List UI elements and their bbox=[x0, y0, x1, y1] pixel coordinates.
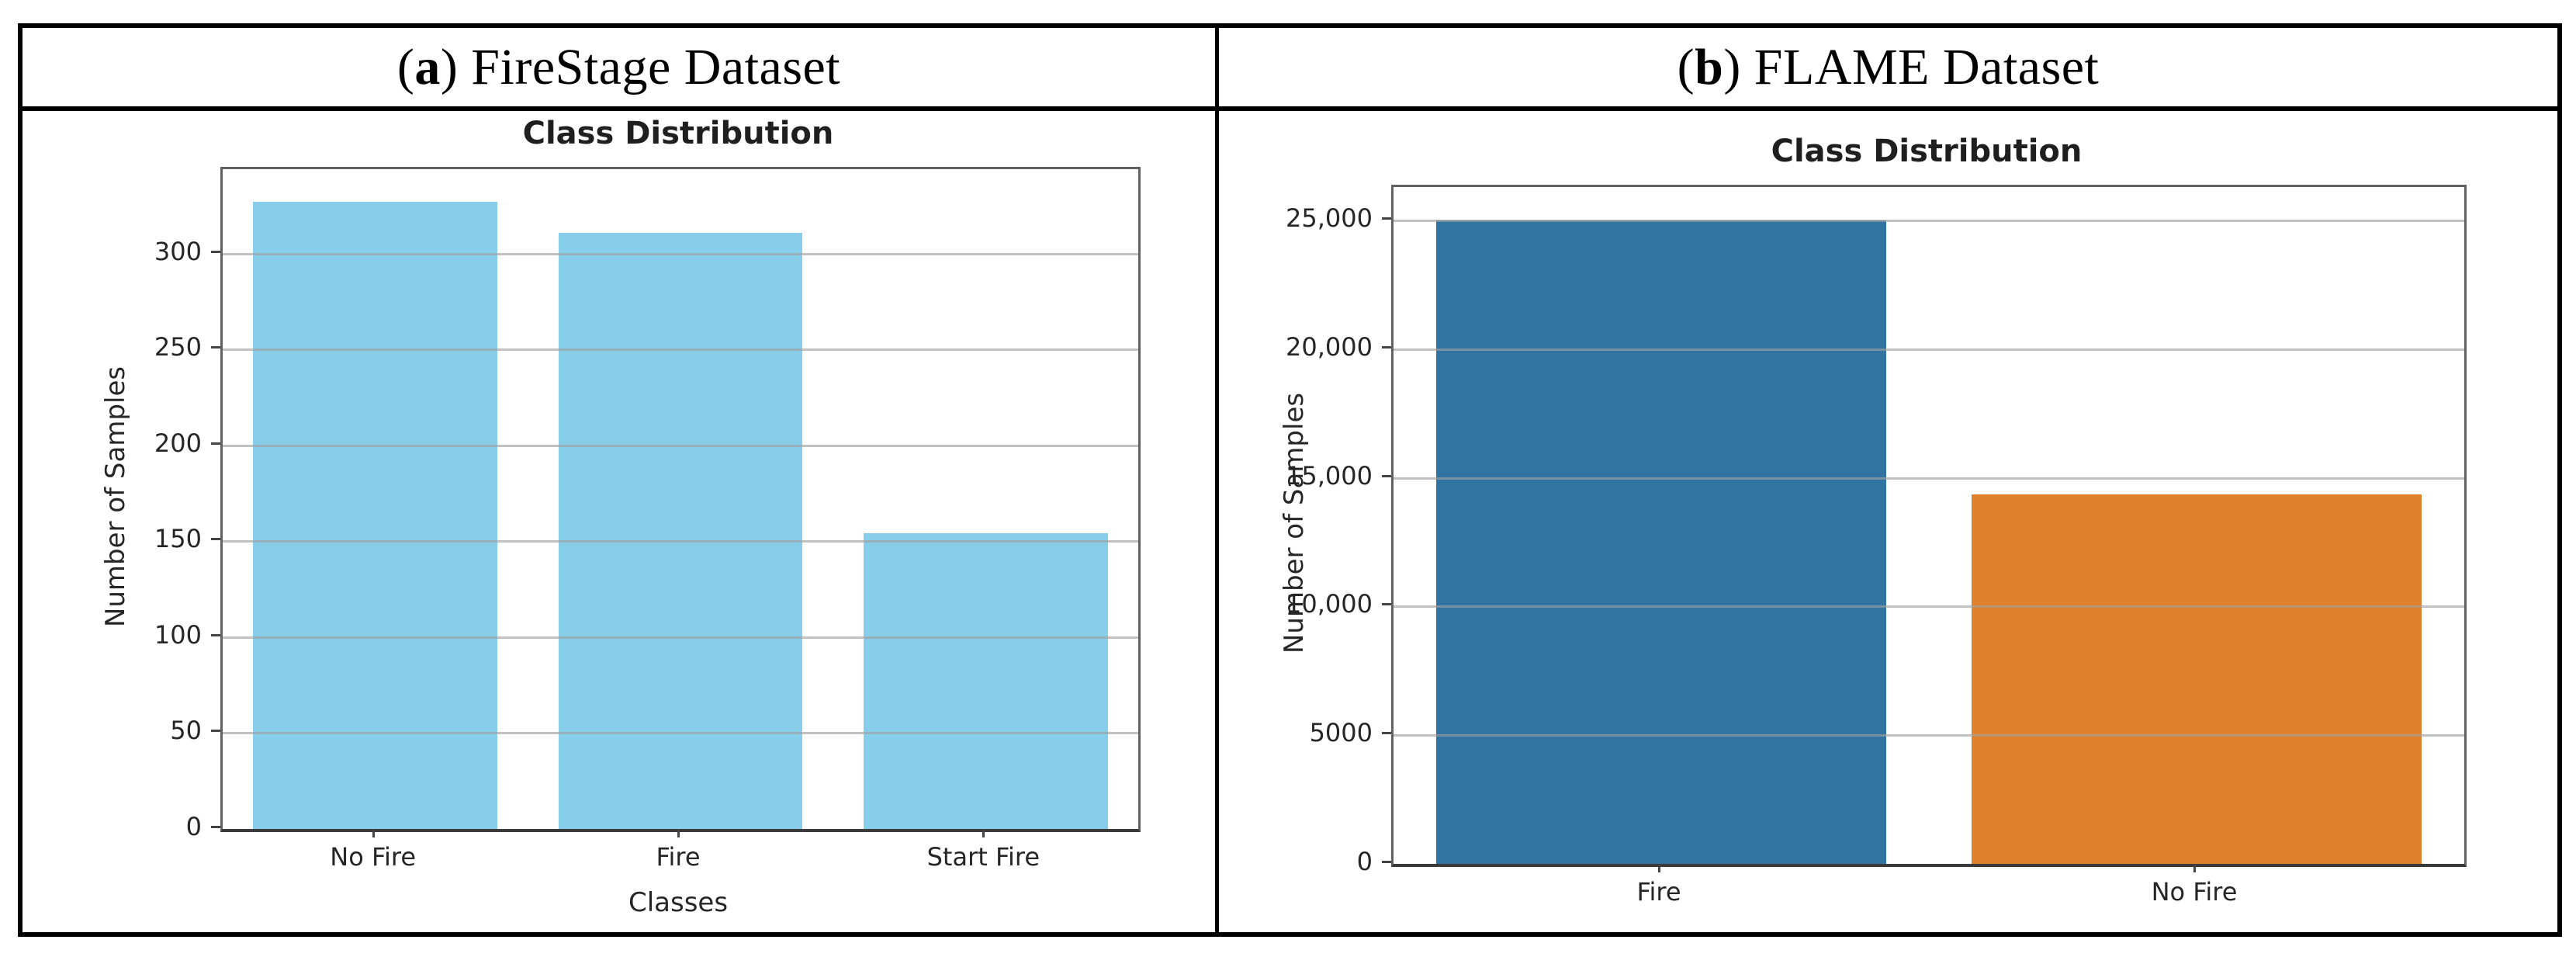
panel-b-body: Class Distribution Number of Samples Fire N… bbox=[1219, 111, 2557, 932]
panel-a-header: (a) FireStage Dataset bbox=[23, 28, 1215, 106]
gridline-100 bbox=[223, 636, 1138, 639]
flame-class-distribution-chart: Class Distribution Number of Samples Fire N… bbox=[1219, 111, 2557, 932]
panel-a-letter: a bbox=[414, 38, 441, 95]
y-tick-label: 15,000 bbox=[1286, 460, 1373, 491]
y-tick-mark bbox=[211, 346, 220, 349]
panel-b-header: (b) FLAME Dataset bbox=[1219, 28, 2557, 106]
chart-title: Class Distribution bbox=[1771, 133, 2083, 169]
gridline-300 bbox=[223, 252, 1138, 255]
y-tick-label: 10,000 bbox=[1286, 589, 1373, 619]
gridline-250 bbox=[223, 348, 1138, 352]
gridline-25000 bbox=[1394, 220, 2464, 223]
gridline-50 bbox=[223, 732, 1138, 735]
x-tick-mark bbox=[982, 830, 985, 837]
plot-area bbox=[1391, 185, 2467, 867]
y-tick-mark bbox=[1382, 474, 1391, 477]
gridline-5000 bbox=[1394, 734, 2464, 737]
table-header-separator-right bbox=[1219, 106, 2557, 111]
gridline-200 bbox=[223, 444, 1138, 447]
chart-title: Class Distribution bbox=[522, 116, 834, 151]
table-vertical-divider bbox=[1215, 28, 1219, 932]
y-tick-label: 300 bbox=[154, 236, 202, 266]
y-tick-mark bbox=[1382, 345, 1391, 348]
y-tick-label: 100 bbox=[154, 619, 202, 650]
y-tick-label: 200 bbox=[154, 428, 202, 458]
x-tick-mark bbox=[2193, 865, 2196, 872]
y-tick-mark bbox=[211, 250, 220, 253]
bar-start-fire bbox=[864, 533, 1108, 829]
y-tick-mark bbox=[1382, 603, 1391, 606]
x-tick-mark bbox=[677, 830, 680, 837]
bar-fire bbox=[1436, 220, 1886, 864]
x-axis-label: Classes bbox=[628, 887, 729, 918]
bar-no-fire bbox=[1972, 494, 2422, 864]
y-axis-label: Number of Samples bbox=[100, 366, 131, 628]
y-tick-label: 0 bbox=[185, 812, 202, 841]
panel-a-body: Class Distribution Number of Samples No Fi… bbox=[23, 111, 1215, 932]
y-tick-label: 5000 bbox=[1309, 718, 1373, 748]
y-tick-label: 250 bbox=[154, 332, 202, 362]
gridline-10000 bbox=[1394, 605, 2464, 609]
y-tick-mark bbox=[211, 538, 220, 541]
y-tick-mark bbox=[211, 826, 220, 828]
y-tick-mark bbox=[1382, 732, 1391, 735]
y-tick-label: 50 bbox=[170, 716, 202, 746]
plot-area bbox=[220, 167, 1141, 832]
y-tick-mark bbox=[211, 730, 220, 733]
y-tick-label: 25,000 bbox=[1286, 203, 1373, 234]
panel-a-title: (a) FireStage Dataset bbox=[396, 38, 841, 95]
x-tick-mark bbox=[1658, 865, 1660, 872]
x-tick-mark bbox=[372, 830, 375, 837]
panel-b-title: (b) FLAME Dataset bbox=[1677, 38, 2100, 95]
y-tick-label: 20,000 bbox=[1286, 331, 1373, 362]
dataset-comparison-figure: (a) FireStage Dataset (b) FLAME Dataset … bbox=[18, 23, 2562, 937]
panel-b-letter: b bbox=[1695, 38, 1724, 95]
gridline-150 bbox=[223, 540, 1138, 543]
x-tick-label: No Fire bbox=[2151, 877, 2238, 907]
y-tick-label: 150 bbox=[154, 524, 202, 554]
y-tick-label: 0 bbox=[1356, 847, 1373, 876]
bar-fire bbox=[558, 232, 803, 829]
y-tick-mark bbox=[1382, 217, 1391, 220]
table-header-separator-left bbox=[23, 106, 1215, 111]
x-tick-label: No Fire bbox=[330, 842, 417, 872]
x-tick-label: Fire bbox=[656, 842, 701, 872]
x-tick-label: Start Fire bbox=[926, 842, 1040, 872]
firestage-class-distribution-chart: Class Distribution Number of Samples No Fi… bbox=[23, 111, 1215, 932]
x-tick-label: Fire bbox=[1636, 877, 1681, 907]
y-tick-mark bbox=[1382, 861, 1391, 863]
bar-no-fire bbox=[253, 202, 497, 829]
y-tick-mark bbox=[211, 633, 220, 636]
y-tick-mark bbox=[211, 442, 220, 445]
gridline-20000 bbox=[1394, 348, 2464, 351]
gridline-15000 bbox=[1394, 477, 2464, 480]
